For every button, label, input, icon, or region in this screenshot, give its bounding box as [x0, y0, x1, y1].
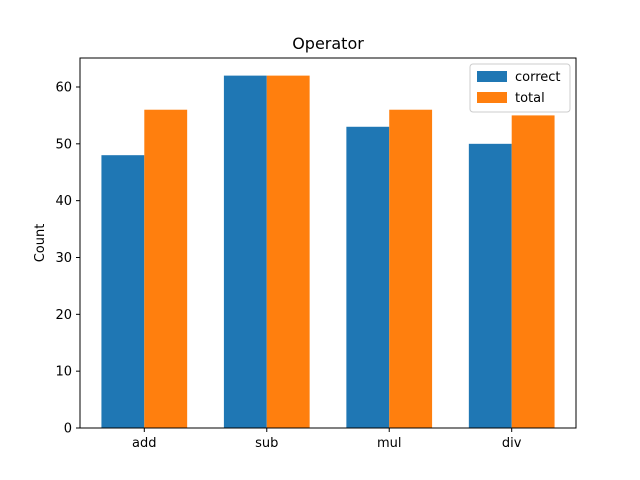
bar-correct-add: [101, 155, 145, 428]
y-tick-label: 20: [55, 308, 72, 323]
legend-swatch-correct: [477, 71, 507, 82]
bar-total-add: [144, 109, 188, 428]
y-tick-label: 10: [55, 365, 72, 380]
bar-correct-div: [468, 143, 512, 428]
y-tick-label: 40: [55, 194, 72, 209]
bar-total-mul: [389, 109, 433, 428]
bars-layer: [101, 75, 555, 429]
bar-total-sub: [266, 75, 310, 429]
bar-total-div: [511, 115, 555, 429]
bar-correct-sub: [223, 75, 267, 429]
bar-correct-mul: [346, 126, 390, 429]
legend-label-total: total: [515, 91, 545, 106]
y-tick-label: 50: [55, 137, 72, 152]
axes-layer: 0 10 20 30 40 50 60 add sub mul div: [55, 57, 577, 451]
legend-swatch-total: [477, 92, 507, 103]
legend-label-correct: correct: [515, 70, 561, 85]
legend: correct total: [469, 63, 571, 113]
y-axis-label: Count: [33, 224, 48, 263]
x-tick-label-mul: mul: [377, 436, 402, 451]
y-tick-label: 0: [64, 422, 72, 437]
axes-frame: [79, 57, 577, 429]
x-tick-label-add: add: [132, 436, 156, 451]
y-tick-label: 30: [55, 251, 72, 266]
y-tick-label: 60: [55, 80, 72, 95]
x-tick-label-sub: sub: [255, 436, 278, 451]
chart-title: Operator: [292, 34, 364, 53]
x-tick-label-div: div: [502, 436, 522, 451]
